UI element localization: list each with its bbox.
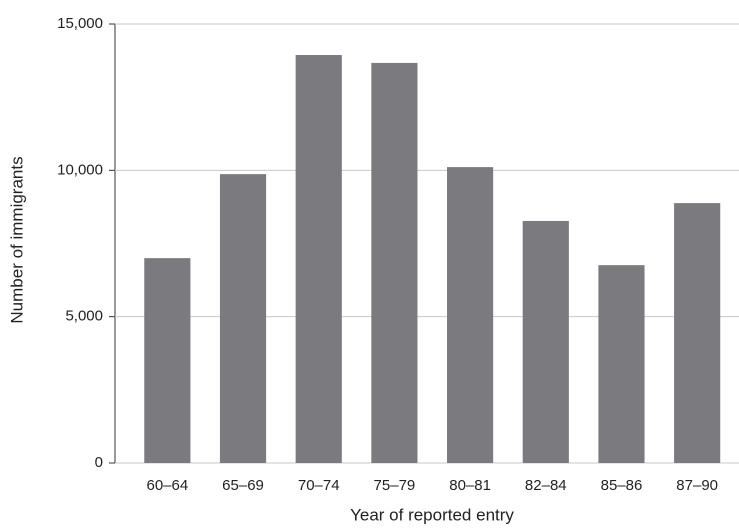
bar [522, 220, 569, 463]
x-tick-label: 65–69 [222, 477, 264, 494]
bar [219, 174, 267, 463]
bar [371, 62, 418, 463]
y-tick-label: 5,000 [65, 308, 103, 325]
x-tick-label: 87–90 [676, 477, 718, 494]
bar [295, 55, 342, 463]
bar [144, 258, 191, 463]
y-tick-label: 15,000 [57, 15, 103, 32]
x-axis-title: Year of reported entry [350, 505, 514, 524]
y-axis-title: Number of immigrants [7, 156, 26, 323]
x-tick-label: 75–79 [374, 477, 416, 494]
x-tick-label: 70–74 [298, 477, 340, 494]
x-tick-label: 80–81 [449, 477, 491, 494]
bar [447, 167, 494, 463]
bar [674, 203, 721, 463]
x-tick-label: 82–84 [525, 477, 567, 494]
x-tick-label: 85–86 [601, 477, 643, 494]
bar [598, 265, 645, 463]
x-tick-label: 60–64 [146, 477, 188, 494]
y-tick-label: 0 [95, 454, 103, 471]
y-tick-label: 10,000 [57, 161, 103, 178]
